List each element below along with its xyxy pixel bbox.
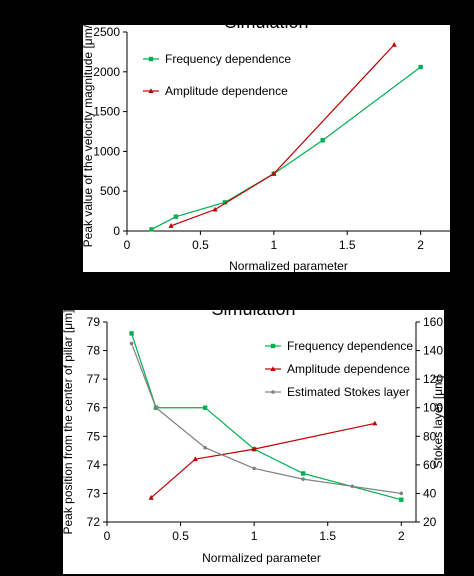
y-tick-label: 78 [87, 344, 101, 358]
y2-tick-label: 60 [423, 458, 437, 472]
y-tick-label: 76 [87, 401, 101, 415]
y-tick-label: 75 [87, 429, 101, 443]
data-point [148, 494, 154, 500]
series-line [131, 333, 402, 501]
y-tick-label: 0 [113, 224, 120, 238]
y-tick-label: 77 [87, 372, 101, 386]
data-point [372, 420, 378, 426]
x-tick-label: 1 [251, 529, 258, 543]
x-axis-label: Normalized parameter [202, 551, 321, 565]
legend-marker [270, 366, 276, 371]
y-tick-label: 2000 [93, 65, 120, 79]
y2-tick-label: 140 [423, 344, 443, 358]
data-point [301, 477, 305, 481]
x-tick-label: 1.5 [339, 238, 356, 252]
data-point [399, 491, 404, 496]
series-line [150, 422, 375, 499]
data-point [168, 223, 174, 228]
y-tick-label: 2500 [93, 25, 120, 39]
y-tick-label: 1500 [93, 105, 120, 119]
y-tick-label: 1000 [93, 144, 120, 158]
legend-label: Estimated Stokes layer [287, 385, 410, 399]
y2-tick-label: 20 [423, 515, 437, 529]
data-point [129, 331, 134, 336]
data-point [222, 200, 228, 205]
position-chart-panel: Simulation 0 0.5 1 1.5 2 72 73 74 75 76 77 78 79 20 40… [63, 300, 444, 574]
x-tick-label: 1 [270, 238, 277, 252]
x-tick-label: 2 [398, 529, 405, 543]
y-axis-label: Peak position from the center of pillar … [63, 310, 75, 535]
velocity-chart: 0 0.5 1 1.5 2 0 500 1000 1500 2000 2500 Normalized … [83, 25, 450, 272]
legend-label: Frequency dependence [287, 339, 413, 353]
x-tick-label: 0.5 [192, 238, 209, 252]
x-tick-label: 0.5 [172, 529, 189, 543]
legend-marker [270, 343, 276, 349]
data-point [192, 456, 198, 462]
data-point [350, 484, 355, 489]
legend-marker [148, 56, 154, 62]
y2-tick-label: 40 [423, 486, 437, 500]
data-point [129, 341, 134, 346]
data-point [154, 405, 158, 410]
data-point [212, 206, 218, 212]
y-tick-label: 74 [87, 458, 101, 472]
y2-tick-label: 160 [423, 315, 443, 329]
data-point [399, 497, 404, 502]
y-tick-label: 500 [100, 184, 120, 198]
y-tick-label: 73 [87, 486, 101, 500]
data-point [252, 466, 256, 471]
data-point [203, 445, 207, 450]
velocity-chart-panel: Simulation 0 0.5 1 1.5 2 0 500 1000 1500 2000 2500… [83, 13, 450, 272]
legend-marker [271, 390, 275, 394]
y-axis-label: Peak value of the velocity magnitude [μm… [83, 25, 95, 247]
data-point [300, 471, 306, 476]
data-point [320, 138, 325, 143]
y2-tick-label: 120 [423, 372, 443, 386]
x-axis-label: Normalized parameter [229, 259, 348, 272]
data-point [251, 446, 257, 452]
position-chart: 0 0.5 1 1.5 2 72 73 74 75 76 77 78 79 20 40 60 80 100 120 1… [63, 310, 444, 565]
y2-axis-label: Stokes layer [μm] [431, 376, 444, 469]
data-point [391, 41, 397, 47]
y2-tick-label: 80 [423, 429, 437, 443]
series-line [170, 44, 395, 227]
chart-title: Simulation [224, 12, 309, 32]
x-tick-label: 1.5 [319, 529, 336, 543]
x-tick-label: 0 [104, 529, 111, 543]
legend-marker [148, 88, 154, 93]
chart-title: Simulation [211, 299, 296, 319]
data-point [173, 214, 179, 219]
y2-tick-label: 100 [423, 401, 443, 415]
legend-label: Amplitude dependence [165, 84, 288, 98]
data-point [202, 405, 208, 410]
x-tick-label: 0 [124, 238, 131, 252]
data-point [149, 227, 154, 232]
data-point [271, 170, 277, 176]
y-tick-label: 79 [87, 315, 101, 329]
legend-label: Amplitude dependence [287, 362, 410, 376]
y-tick-label: 72 [87, 515, 101, 529]
x-tick-label: 2 [417, 238, 424, 252]
data-point [418, 64, 423, 70]
legend-label: Frequency dependence [165, 52, 291, 66]
